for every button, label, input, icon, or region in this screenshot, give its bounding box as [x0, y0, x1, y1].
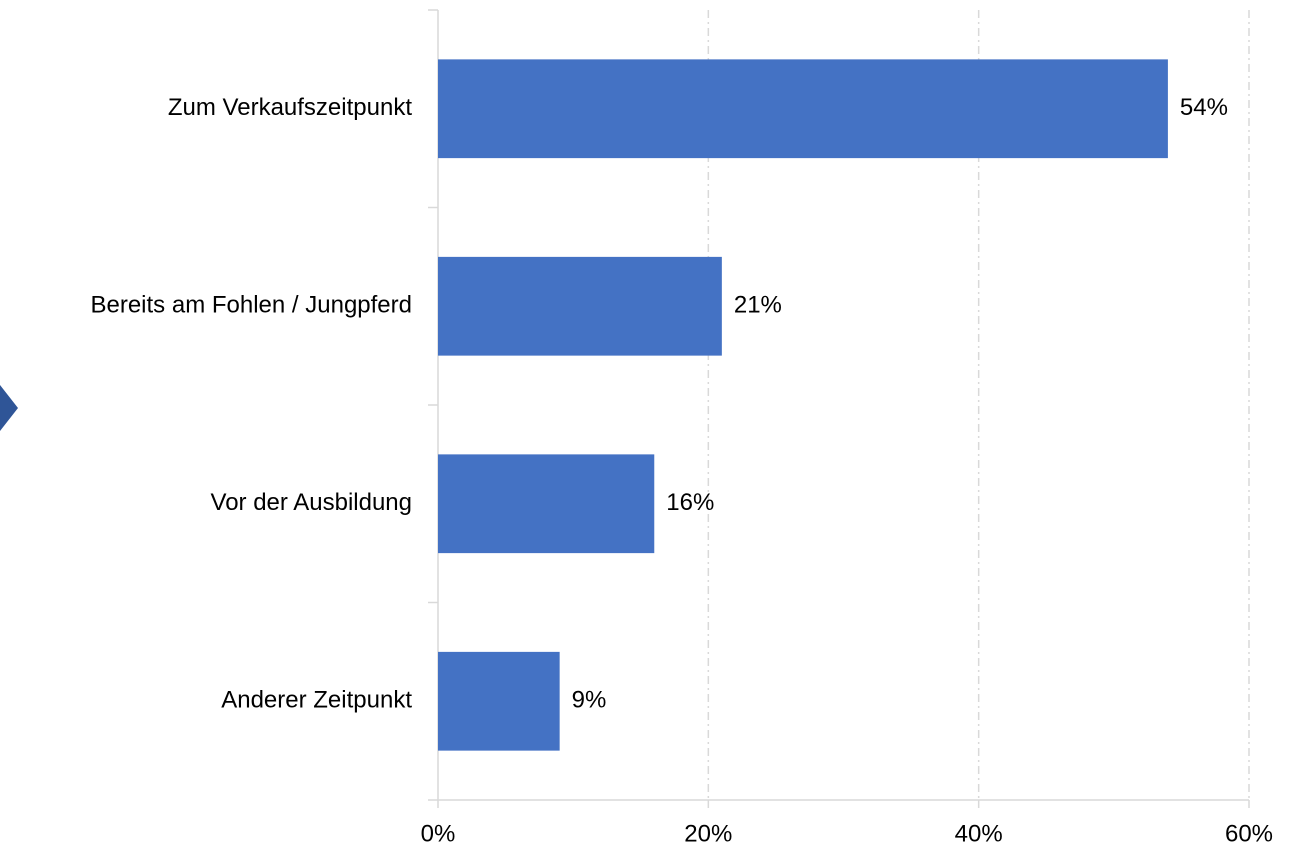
data-label: 16%	[666, 489, 714, 516]
decor-chevron	[0, 385, 18, 431]
data-label: 21%	[734, 292, 782, 319]
y-tick-label: Bereits am Fohlen / Jungpferd	[90, 292, 412, 319]
x-tick-label: 40%	[955, 820, 1003, 847]
y-tick-label: Zum Verkaufszeitpunkt	[168, 94, 412, 121]
bar	[438, 59, 1168, 159]
y-tick-label: Vor der Ausbildung	[211, 489, 412, 516]
data-label: 54%	[1180, 94, 1228, 121]
data-label: 9%	[572, 687, 607, 714]
x-tick-label: 0%	[421, 820, 456, 847]
bar	[438, 454, 655, 554]
x-tick-label: 60%	[1225, 820, 1273, 847]
y-tick-label: Anderer Zeitpunkt	[221, 687, 412, 714]
bar	[438, 651, 560, 751]
bar	[438, 256, 722, 356]
x-tick-label: 20%	[684, 820, 732, 847]
